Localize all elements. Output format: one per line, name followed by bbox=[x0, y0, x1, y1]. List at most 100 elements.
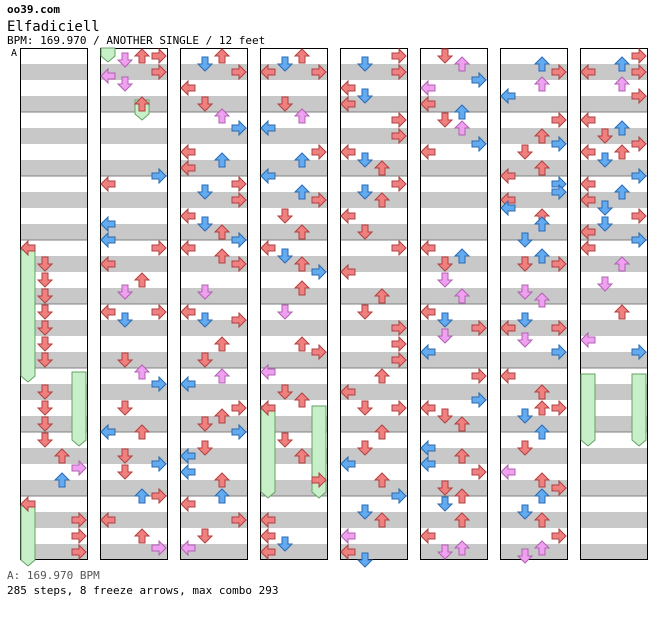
left-arrow-icon bbox=[580, 143, 596, 161]
left-arrow-icon bbox=[580, 175, 596, 193]
chart-info: BPM: 169.970 / ANOTHER SINGLE / 12 feet bbox=[7, 34, 266, 47]
down-arrow-icon bbox=[36, 416, 54, 432]
up-arrow-icon bbox=[533, 488, 551, 504]
down-arrow-icon bbox=[276, 384, 294, 400]
chart-column bbox=[260, 48, 328, 560]
right-arrow-icon bbox=[231, 311, 247, 329]
freeze-arrow bbox=[260, 405, 276, 499]
up-arrow-icon bbox=[453, 104, 471, 120]
right-arrow-icon bbox=[311, 471, 327, 489]
down-arrow-icon bbox=[356, 440, 374, 456]
right-arrow-icon bbox=[631, 63, 647, 81]
left-arrow-icon bbox=[500, 463, 516, 481]
up-arrow-icon bbox=[613, 184, 631, 200]
right-arrow-icon bbox=[551, 319, 567, 337]
left-arrow-icon bbox=[100, 215, 116, 233]
left-arrow-icon bbox=[260, 511, 276, 529]
up-arrow-icon bbox=[133, 48, 151, 64]
right-arrow-icon bbox=[231, 191, 247, 209]
down-arrow-icon bbox=[356, 504, 374, 520]
left-arrow-icon bbox=[340, 455, 356, 473]
up-arrow-icon bbox=[373, 368, 391, 384]
left-arrow-icon bbox=[180, 239, 196, 257]
down-arrow-icon bbox=[356, 552, 374, 568]
up-arrow-icon bbox=[533, 472, 551, 488]
up-arrow-icon bbox=[213, 488, 231, 504]
right-arrow-icon bbox=[391, 47, 407, 65]
right-arrow-icon bbox=[551, 135, 567, 153]
up-arrow-icon bbox=[533, 56, 551, 72]
up-arrow-icon bbox=[533, 216, 551, 232]
chart-column bbox=[420, 48, 488, 560]
down-arrow-icon bbox=[116, 312, 134, 328]
right-arrow-icon bbox=[311, 263, 327, 281]
down-arrow-icon bbox=[196, 96, 214, 112]
down-arrow-icon bbox=[116, 448, 134, 464]
down-arrow-icon bbox=[356, 184, 374, 200]
right-arrow-icon bbox=[551, 111, 567, 129]
down-arrow-icon bbox=[356, 88, 374, 104]
up-arrow-icon bbox=[133, 364, 151, 380]
left-arrow-icon bbox=[260, 363, 276, 381]
right-arrow-icon bbox=[631, 231, 647, 249]
up-arrow-icon bbox=[293, 280, 311, 296]
down-arrow-icon bbox=[436, 112, 454, 128]
down-arrow-icon bbox=[356, 56, 374, 72]
left-arrow-icon bbox=[180, 495, 196, 513]
freeze-arrow bbox=[580, 373, 596, 447]
left-arrow-icon bbox=[420, 399, 436, 417]
down-arrow-icon bbox=[116, 52, 134, 68]
up-arrow-icon bbox=[373, 512, 391, 528]
down-arrow-icon bbox=[196, 312, 214, 328]
down-arrow-icon bbox=[116, 400, 134, 416]
up-arrow-icon bbox=[453, 512, 471, 528]
right-arrow-icon bbox=[391, 127, 407, 145]
right-arrow-icon bbox=[471, 367, 487, 385]
up-arrow-icon bbox=[453, 540, 471, 556]
left-arrow-icon bbox=[260, 167, 276, 185]
right-arrow-icon bbox=[71, 527, 87, 545]
right-arrow-icon bbox=[551, 479, 567, 497]
left-arrow-icon bbox=[100, 231, 116, 249]
chart-column bbox=[500, 48, 568, 560]
down-arrow-icon bbox=[276, 304, 294, 320]
up-arrow-icon bbox=[293, 392, 311, 408]
left-arrow-icon bbox=[340, 79, 356, 97]
left-arrow-icon bbox=[340, 207, 356, 225]
right-arrow-icon bbox=[391, 351, 407, 369]
up-arrow-icon bbox=[533, 248, 551, 264]
down-arrow-icon bbox=[36, 400, 54, 416]
up-arrow-icon bbox=[373, 192, 391, 208]
right-arrow-icon bbox=[311, 343, 327, 361]
chart-column bbox=[580, 48, 648, 560]
right-arrow-icon bbox=[71, 543, 87, 561]
left-arrow-icon bbox=[340, 143, 356, 161]
down-arrow-icon bbox=[516, 256, 534, 272]
left-arrow-icon bbox=[580, 191, 596, 209]
down-arrow-icon bbox=[596, 128, 614, 144]
down-arrow-icon bbox=[436, 272, 454, 288]
down-arrow-icon bbox=[196, 528, 214, 544]
down-arrow-icon bbox=[276, 96, 294, 112]
right-arrow-icon bbox=[151, 63, 167, 81]
right-arrow-icon bbox=[631, 167, 647, 185]
down-arrow-icon bbox=[36, 256, 54, 272]
down-arrow-icon bbox=[36, 288, 54, 304]
down-arrow-icon bbox=[116, 76, 134, 92]
down-arrow-icon bbox=[36, 272, 54, 288]
left-arrow-icon bbox=[340, 527, 356, 545]
down-arrow-icon bbox=[436, 312, 454, 328]
bpm-legend: A: 169.970 BPM bbox=[7, 569, 100, 582]
down-arrow-icon bbox=[196, 184, 214, 200]
down-arrow-icon bbox=[116, 352, 134, 368]
right-arrow-icon bbox=[231, 175, 247, 193]
column-border bbox=[500, 48, 568, 560]
right-arrow-icon bbox=[151, 539, 167, 557]
up-arrow-icon bbox=[213, 108, 231, 124]
down-arrow-icon bbox=[276, 208, 294, 224]
down-arrow-icon bbox=[516, 144, 534, 160]
left-arrow-icon bbox=[500, 167, 516, 185]
left-arrow-icon bbox=[580, 111, 596, 129]
down-arrow-icon bbox=[116, 464, 134, 480]
right-arrow-icon bbox=[71, 459, 87, 477]
